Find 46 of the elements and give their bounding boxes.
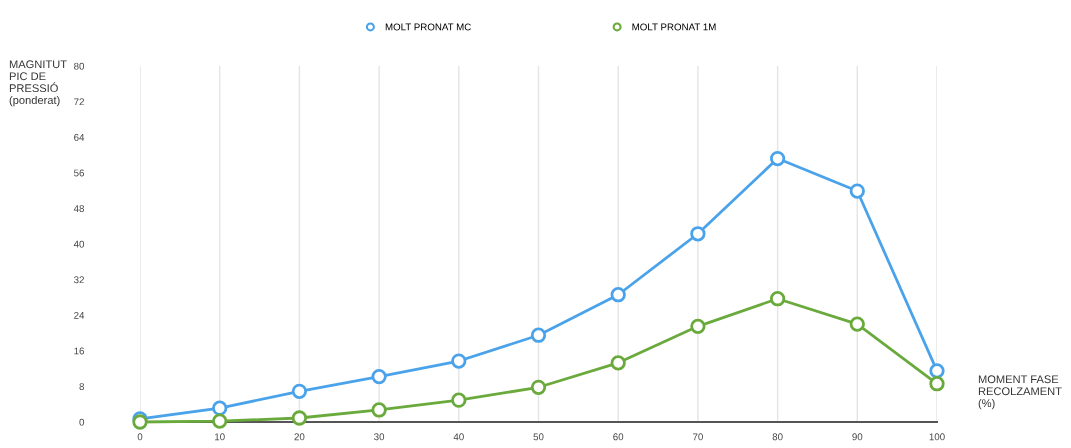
point — [530, 327, 547, 343]
point — [929, 363, 945, 379]
y-tick-label: 24 — [74, 311, 85, 319]
y-tick-label: 56 — [74, 169, 85, 177]
point — [849, 183, 865, 199]
x-tick-label: 90 — [852, 433, 863, 441]
point — [610, 287, 626, 303]
y-tick-label: 80 — [74, 62, 85, 70]
x-tick-label: 80 — [772, 433, 783, 441]
x-axis-title: MOMENT FASE RECOLZAMENT (%) — [978, 375, 1062, 410]
y-tick-label: 48 — [73, 205, 85, 213]
point — [451, 392, 467, 408]
point — [690, 318, 706, 334]
point — [929, 376, 945, 392]
point — [212, 413, 228, 429]
x-tick-label: 0 — [137, 433, 143, 441]
x-tick-label: 30 — [374, 433, 385, 441]
legend-label: MOLT PRONAT 1M — [632, 23, 716, 31]
point — [690, 226, 706, 242]
y-axis-title: MAGNITUT PIC DE PRESSIÓ (ponderat) — [9, 60, 67, 107]
x-tick-label: 100 — [929, 433, 945, 441]
point — [291, 410, 308, 426]
point — [291, 383, 308, 399]
point — [451, 353, 467, 369]
point — [371, 402, 387, 418]
x-tick-label: 40 — [453, 433, 464, 441]
point — [530, 379, 547, 395]
point — [849, 316, 865, 332]
y-tick-label: 64 — [74, 133, 85, 141]
point — [769, 291, 786, 307]
y-tick-label: 72 — [74, 98, 84, 106]
x-tick-label: 50 — [533, 433, 544, 441]
point — [212, 400, 228, 416]
y-tick-label: 40 — [73, 240, 85, 248]
x-tick-label: 70 — [692, 433, 703, 441]
legend-label: MOLT PRONAT MC — [385, 23, 471, 31]
point — [371, 368, 387, 385]
y-tick-label: 0 — [79, 418, 85, 426]
x-tick-label: 10 — [215, 433, 225, 441]
y-tick-label: 8 — [79, 383, 85, 391]
point — [610, 355, 626, 371]
x-tick-label: 60 — [613, 433, 624, 441]
x-tick-label: 20 — [294, 433, 305, 441]
y-tick-label: 16 — [74, 347, 85, 355]
y-tick-label: 32 — [74, 276, 84, 284]
point — [769, 150, 786, 167]
